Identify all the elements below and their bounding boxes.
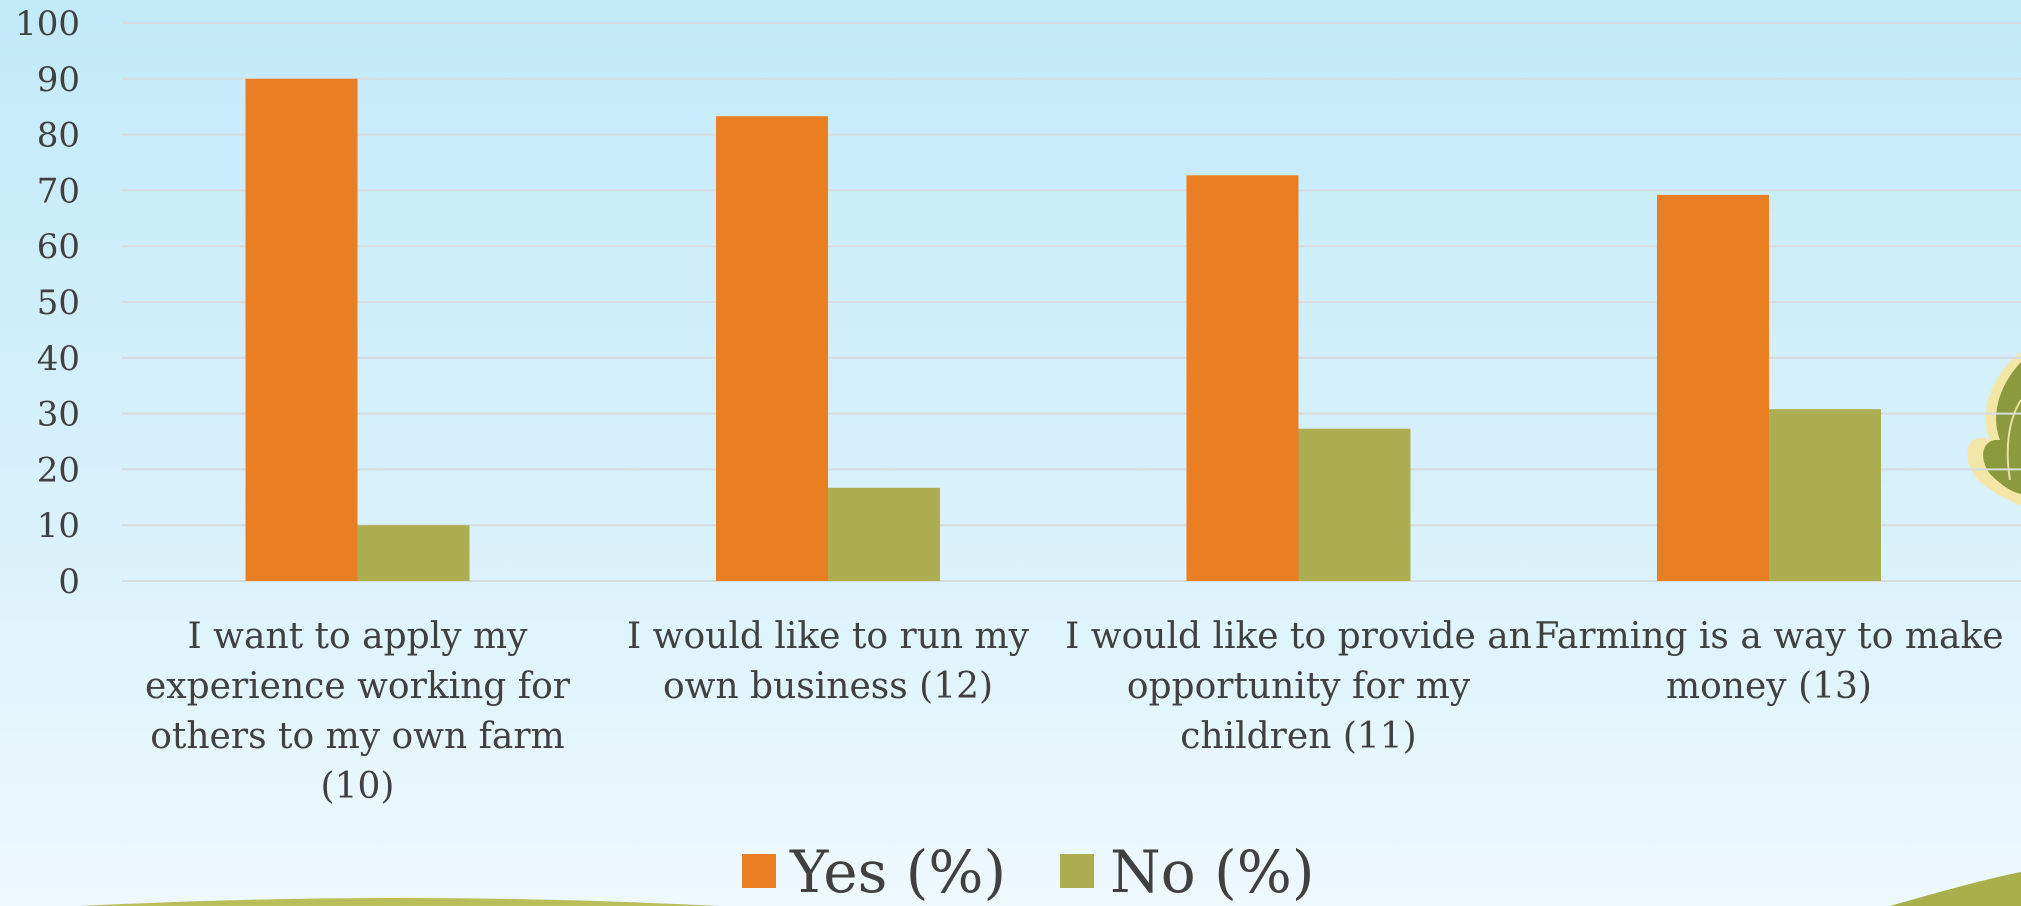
- leaf-icon: [1967, 352, 2021, 506]
- x-category-label-line: I would like to run my: [627, 616, 1030, 657]
- bottom-left-hill-decor: [80, 898, 720, 906]
- bar-no-3: [1298, 428, 1411, 581]
- x-category-label: I would like to run my own business (12): [627, 616, 1030, 707]
- x-category-label: Farming is a way to make money (13): [1534, 616, 2003, 707]
- x-axis-category-labels: I want to apply my experience working for…: [145, 616, 2004, 807]
- legend-swatch-yes: [742, 854, 776, 888]
- bar-yes-1: [245, 78, 358, 582]
- y-tick-label: 70: [37, 171, 80, 211]
- x-category-label-line: (10): [321, 766, 395, 807]
- bar-no-4: [1769, 409, 1881, 581]
- x-category-label-line: others to my own farm: [150, 716, 565, 757]
- x-category-label: I want to apply my experience working for…: [145, 616, 571, 807]
- y-tick-label: 0: [58, 562, 80, 602]
- bottom-right-hill-decor: [1890, 872, 2021, 906]
- y-tick-label: 90: [37, 60, 80, 100]
- y-tick-label: 40: [37, 339, 80, 379]
- legend: Yes (%) No (%): [742, 838, 1314, 906]
- x-category-label-line: children (11): [1180, 716, 1416, 757]
- legend-label-yes: Yes (%): [789, 838, 1006, 906]
- y-tick-label: 20: [37, 450, 80, 490]
- decor-layer: [80, 352, 2021, 906]
- bar-yes-2: [716, 116, 828, 581]
- bars: [245, 78, 1881, 582]
- y-tick-label: 50: [37, 283, 80, 323]
- y-tick-label: 100: [15, 4, 80, 44]
- bar-no-1: [357, 525, 470, 581]
- legend-label-no: No (%): [1110, 838, 1314, 906]
- x-category-label-line: Farming is a way to make: [1534, 616, 2003, 657]
- y-tick-label: 60: [37, 227, 80, 267]
- x-category-label: I would like to provide an opportunity fo…: [1065, 616, 1532, 757]
- bar-yes-4: [1657, 194, 1769, 581]
- y-tick-label: 80: [37, 116, 80, 156]
- y-axis-tick-labels: 0 10 20 30 40 50 60 70 80 90 100: [15, 4, 80, 602]
- x-category-label-line: experience working for: [145, 666, 571, 707]
- x-category-label-line: opportunity for my: [1127, 666, 1471, 707]
- bar-yes-3: [1186, 175, 1299, 582]
- x-category-label-line: own business (12): [663, 666, 993, 707]
- y-tick-label: 10: [37, 506, 80, 546]
- bar-no-2: [828, 487, 940, 581]
- y-tick-label: 30: [37, 395, 80, 435]
- x-category-label-line: money (13): [1666, 666, 1872, 707]
- x-category-label-line: I would like to provide an: [1065, 616, 1532, 657]
- x-category-label-line: I want to apply my: [188, 616, 529, 657]
- legend-swatch-no: [1060, 854, 1094, 888]
